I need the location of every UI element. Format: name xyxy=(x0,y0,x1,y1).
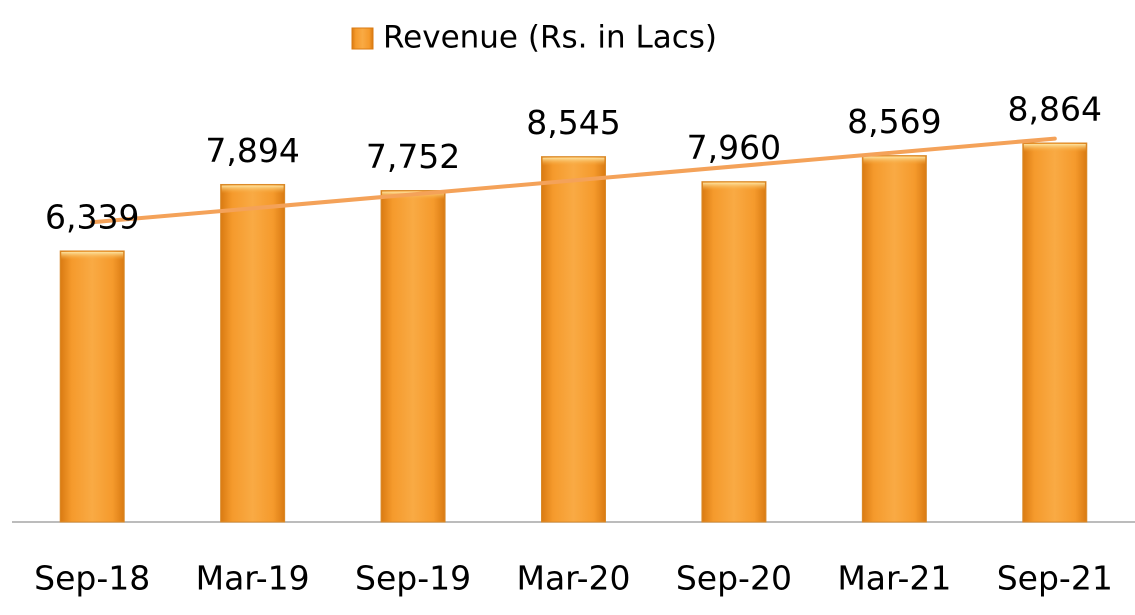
x-tick-label: Sep-18 xyxy=(34,559,150,598)
bar-highlight xyxy=(863,156,926,165)
data-label: 8,864 xyxy=(1008,90,1102,129)
bar xyxy=(380,190,446,523)
trendline xyxy=(90,136,1057,225)
data-label: 7,894 xyxy=(205,131,299,170)
bar-highlight xyxy=(702,182,765,191)
legend-swatch xyxy=(351,27,374,50)
bar xyxy=(59,250,125,523)
data-label: 8,569 xyxy=(847,102,941,141)
x-tick-label: Mar-20 xyxy=(516,559,630,598)
x-tick-label: Mar-21 xyxy=(837,559,951,598)
data-label: 7,960 xyxy=(687,128,781,167)
x-tick-label: Sep-21 xyxy=(997,559,1113,598)
bar xyxy=(701,181,767,523)
x-tick-label: Mar-19 xyxy=(196,559,310,598)
bar xyxy=(220,183,286,523)
bar xyxy=(541,156,606,523)
data-label: 7,752 xyxy=(366,137,460,176)
bar-highlight xyxy=(61,251,124,260)
x-tick-label: Sep-20 xyxy=(676,559,792,598)
x-tick-label: Sep-19 xyxy=(355,559,471,598)
legend-label: Revenue (Rs. in Lacs) xyxy=(383,20,717,56)
legend: Revenue (Rs. in Lacs) xyxy=(351,20,717,56)
data-label: 8,545 xyxy=(526,103,620,142)
data-label: 6,339 xyxy=(45,197,139,236)
bar-highlight xyxy=(221,185,284,194)
bar xyxy=(1022,142,1088,523)
bar-highlight xyxy=(1023,144,1086,152)
bar-highlight xyxy=(542,157,605,166)
bar xyxy=(861,155,927,523)
